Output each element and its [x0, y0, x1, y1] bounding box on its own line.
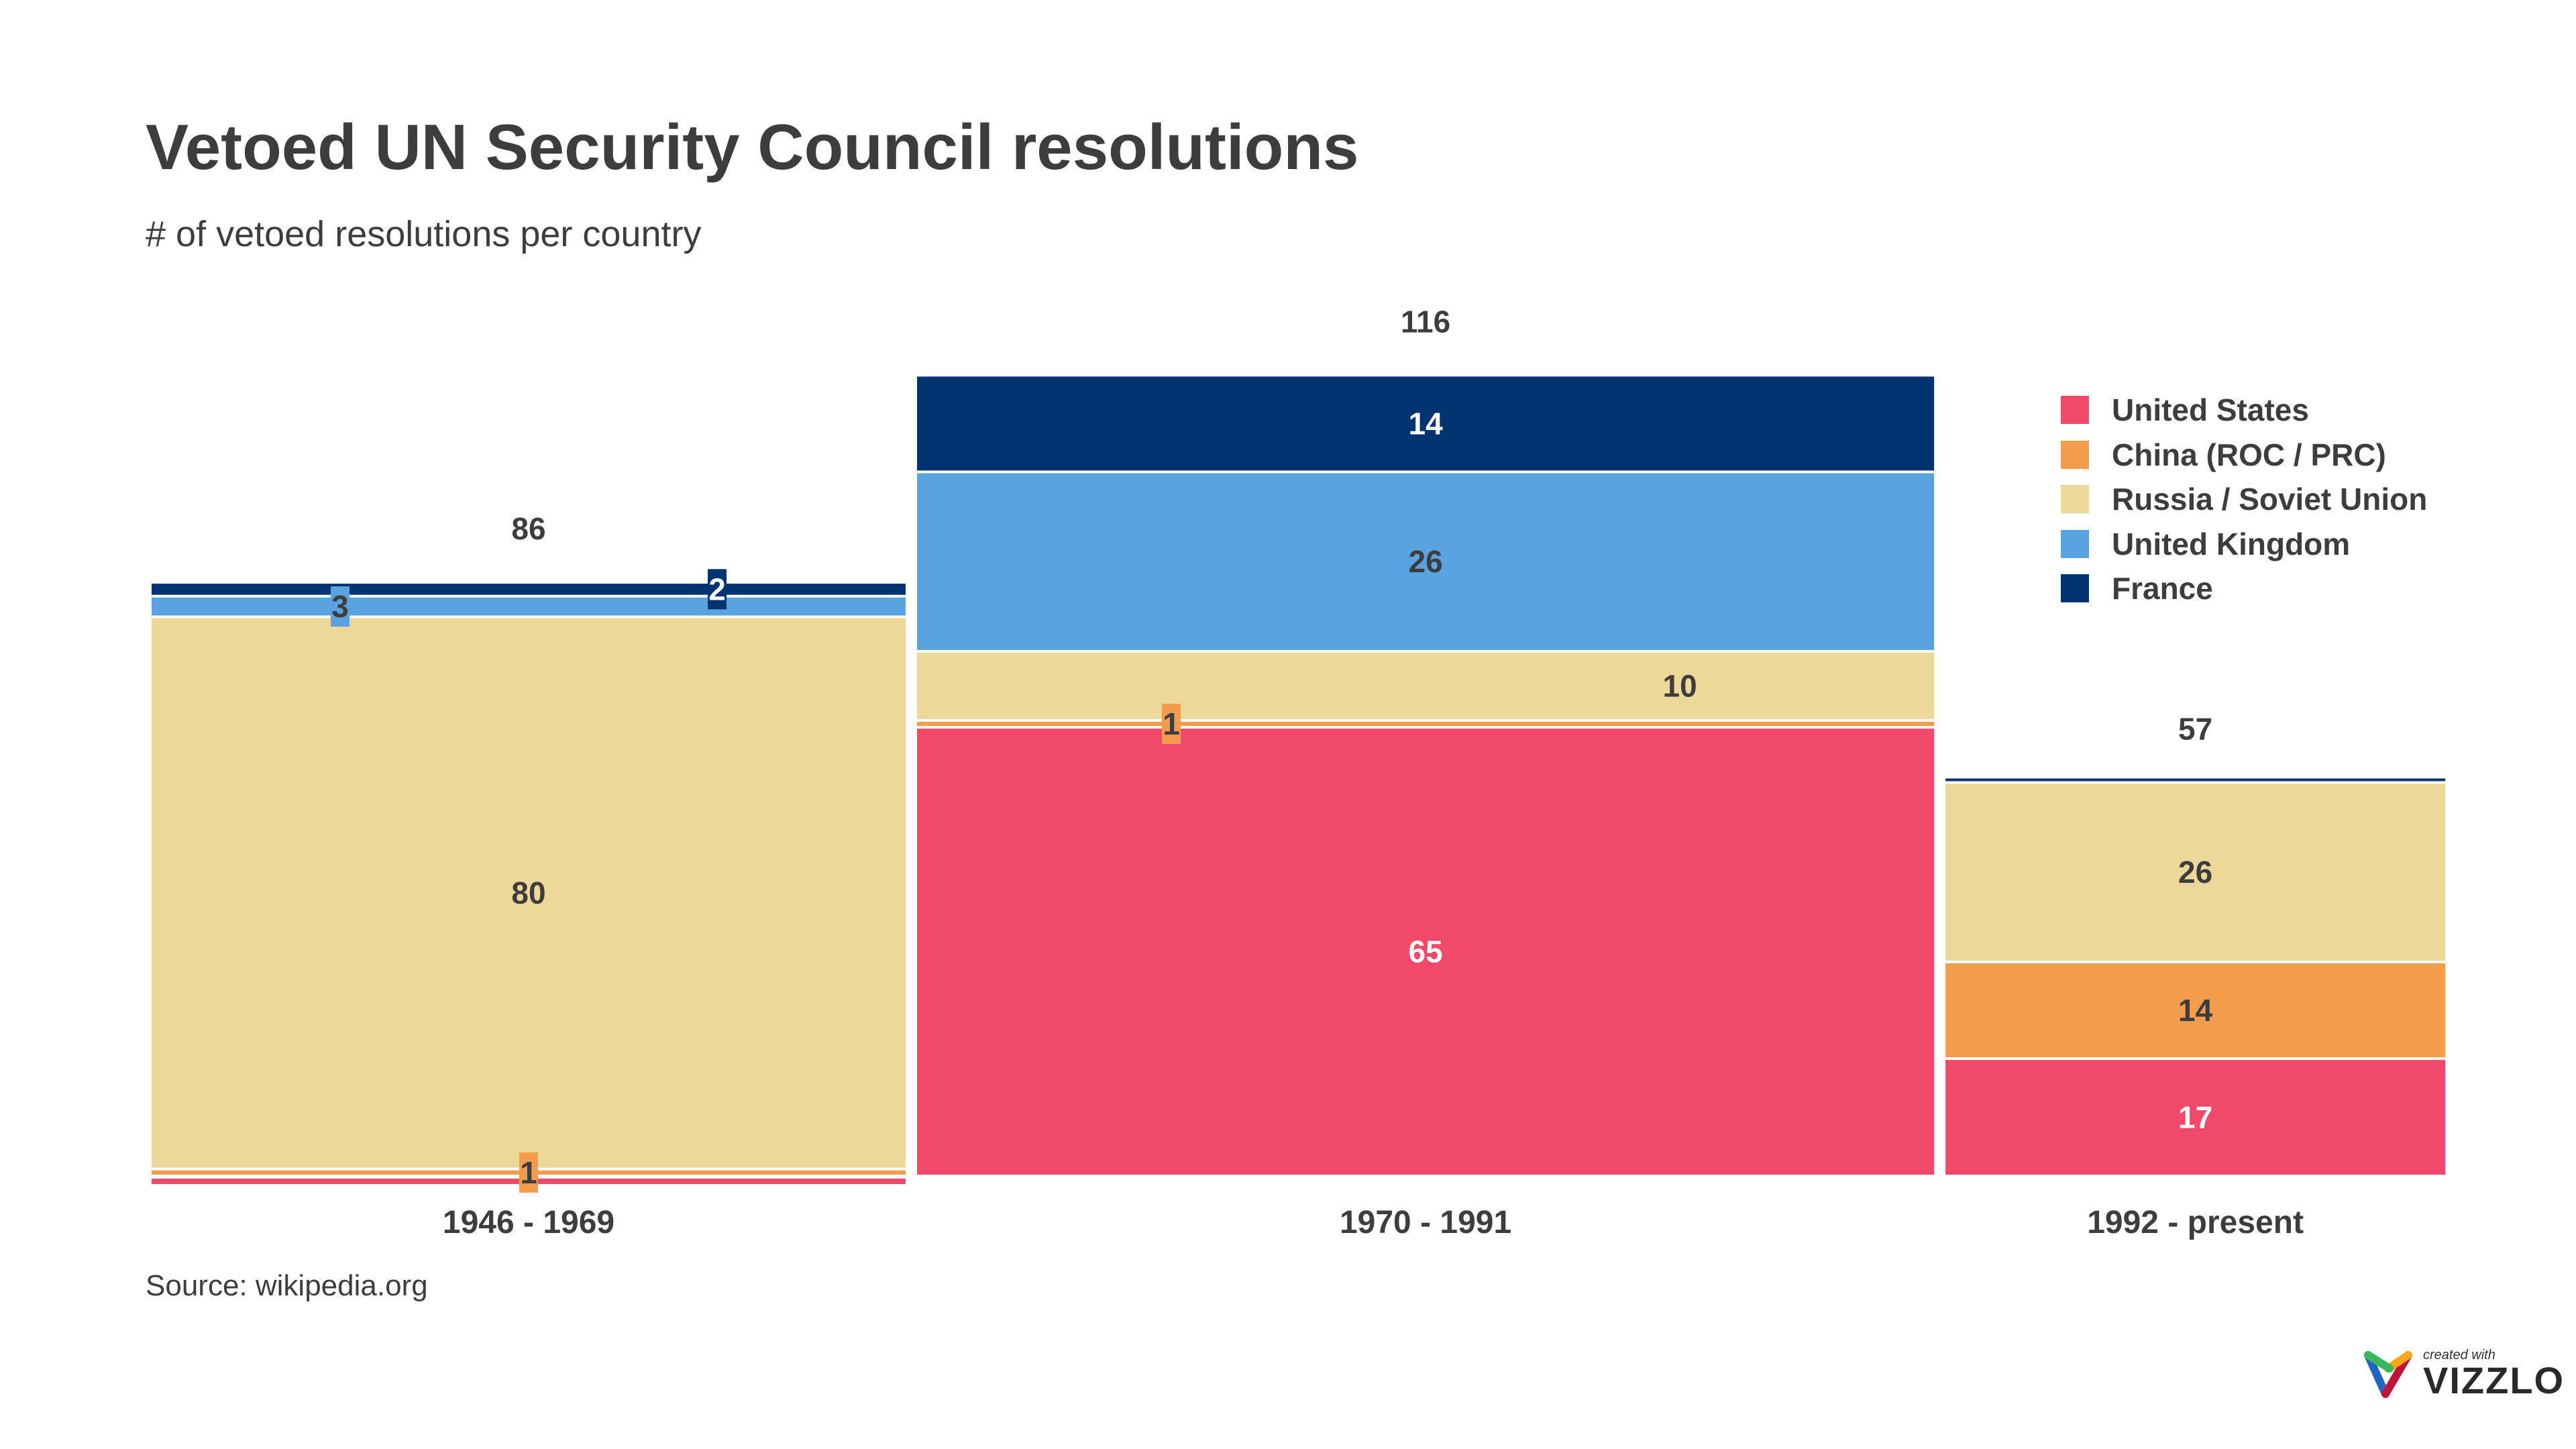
data-label-background	[1162, 704, 1181, 745]
data-label: 14	[1408, 406, 1443, 441]
bar-segment	[917, 721, 1935, 727]
legend-item: Russia / Soviet Union	[2061, 477, 2427, 522]
category-label: 1970 - 1991	[1340, 1205, 1511, 1240]
legend-label: United States	[2112, 392, 2309, 428]
data-label: 1	[520, 1155, 537, 1190]
legend-label: United Kingdom	[2112, 526, 2351, 561]
chart-subtitle: # of vetoed resolutions per country	[146, 214, 702, 254]
data-label: 80	[511, 875, 545, 910]
bar-segment	[1945, 963, 2446, 1058]
data-label: 10	[1663, 668, 1697, 703]
legend-label: Russia / Soviet Union	[2112, 482, 2428, 517]
legend-swatch	[2061, 574, 2089, 603]
total-label: 116	[1401, 304, 1450, 339]
bar-segment	[152, 584, 906, 595]
data-label-background	[519, 1152, 539, 1193]
legend-label: China (ROC / PRC)	[2112, 437, 2386, 472]
legend-label: France	[2112, 571, 2213, 606]
data-label: 1	[1163, 706, 1180, 741]
legend-swatch	[2061, 485, 2089, 514]
legend-item: China (ROC / PRC)	[2061, 433, 2427, 478]
logo-wordmark: VIZZLO	[2423, 1359, 2565, 1401]
data-label: 17	[2178, 1100, 2212, 1135]
bar-segment	[152, 597, 906, 616]
data-label-background	[708, 569, 727, 610]
bar-segment	[1945, 784, 2446, 961]
total-label: 57	[2178, 711, 2212, 746]
legend-swatch	[2061, 440, 2089, 469]
legend-swatch	[2061, 396, 2089, 425]
chart-title: Vetoed UN Security Council resolutions	[146, 111, 1359, 183]
bar-segment	[917, 473, 1935, 650]
category-label: 1992 - present	[2087, 1205, 2304, 1240]
data-label-background	[331, 586, 350, 627]
vizzlo-logo: created with VIZZLO	[2361, 1348, 2565, 1399]
bar-segment	[152, 618, 906, 1168]
bar-segment	[1945, 778, 2446, 782]
logo-caption: created with	[2423, 1348, 2496, 1362]
bar-segment	[1945, 1060, 2446, 1175]
bar-segment	[917, 376, 1935, 471]
legend: United States China (ROC / PRC) Russia / S…	[2061, 388, 2427, 611]
category-label: 1946 - 1969	[443, 1205, 614, 1240]
legend-item: United Kingdom	[2061, 522, 2427, 567]
vizzlo-logo-icon	[2364, 1351, 2412, 1398]
data-label: 26	[1408, 544, 1442, 579]
bar-segment	[917, 729, 1935, 1175]
total-label: 86	[511, 511, 545, 546]
data-label: 14	[2178, 993, 2213, 1028]
data-label: 2	[708, 572, 726, 606]
data-label: 3	[331, 589, 349, 624]
source-note: Source: wikipedia.org	[146, 1269, 428, 1302]
legend-item: United States	[2061, 388, 2427, 433]
legend-swatch	[2061, 529, 2089, 558]
data-label: 26	[2178, 855, 2212, 890]
bar-segment	[917, 652, 1935, 719]
data-label: 65	[1408, 934, 1442, 969]
legend-item: France	[2061, 566, 2427, 611]
